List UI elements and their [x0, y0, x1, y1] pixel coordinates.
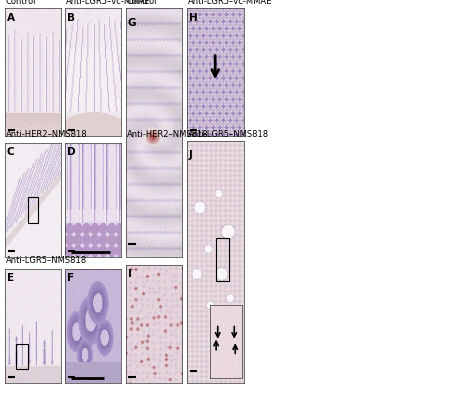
Text: Anti-LGR5–NMS818: Anti-LGR5–NMS818	[6, 256, 87, 265]
Text: B: B	[67, 13, 75, 23]
Text: D: D	[67, 147, 76, 157]
Text: Anti-LGR5–NMS818: Anti-LGR5–NMS818	[188, 130, 269, 139]
Text: H: H	[189, 13, 198, 23]
Text: F: F	[67, 273, 74, 283]
Text: Anti-HER2–NMS818: Anti-HER2–NMS818	[6, 130, 87, 139]
Text: E: E	[7, 273, 14, 283]
Text: G: G	[128, 18, 137, 28]
Text: I: I	[128, 269, 132, 279]
Bar	[28, 197, 38, 223]
Text: C: C	[7, 147, 15, 157]
Text: Anti-LGR5–vc-MMAE: Anti-LGR5–vc-MMAE	[66, 0, 150, 6]
Text: Anti-LGR5–vc-MMAE: Anti-LGR5–vc-MMAE	[188, 0, 272, 6]
Bar	[16, 344, 28, 369]
Text: J: J	[189, 151, 193, 160]
Bar	[216, 238, 229, 281]
Text: Control: Control	[127, 0, 157, 6]
Text: Anti-HER2–NMS818: Anti-HER2–NMS818	[127, 130, 208, 139]
Text: Control: Control	[6, 0, 36, 6]
Text: A: A	[7, 13, 15, 23]
